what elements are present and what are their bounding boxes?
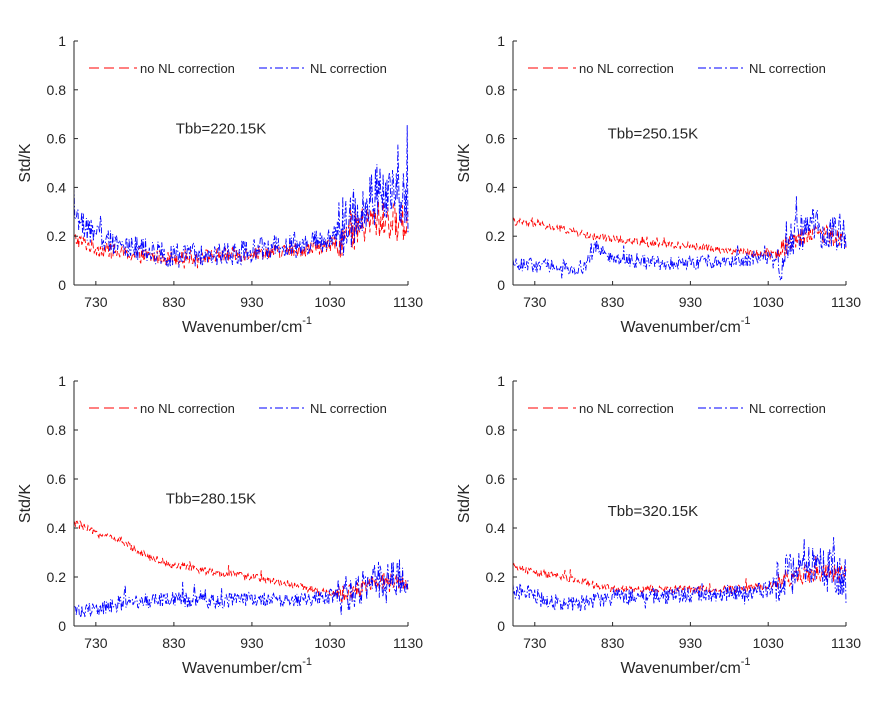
y-tick-label: 0 — [497, 618, 505, 634]
y-tick-label: 1 — [497, 373, 505, 389]
x-tick-label: 1130 — [831, 294, 861, 310]
x-axis-label-superscript: -1 — [302, 315, 312, 327]
x-tick-label: 1130 — [393, 294, 423, 310]
y-tick-label: 0.6 — [47, 471, 67, 487]
x-tick-label: 1030 — [314, 635, 345, 651]
temperature-annotation: Tbb=280.15K — [166, 491, 257, 508]
x-axis-label: Wavenumber/cm-1 — [182, 315, 312, 336]
y-tick-label: 0.6 — [486, 131, 506, 147]
y-tick-label: 0.2 — [47, 569, 67, 585]
x-tick-label: 1030 — [314, 294, 345, 310]
x-axis-label-superscript: -1 — [741, 656, 751, 668]
x-tick-label: 1030 — [753, 294, 784, 310]
legend-label: NL correction — [310, 401, 387, 416]
y-axis-label: Std/K — [456, 484, 473, 523]
series-line-nl-correction — [73, 125, 409, 268]
x-tick-label: 830 — [601, 294, 625, 310]
series-line-no-nl-correction — [73, 519, 409, 603]
legend-label: no NL correction — [579, 401, 674, 416]
x-tick-label: 830 — [162, 635, 186, 651]
y-axis-label: Std/K — [17, 484, 34, 523]
x-tick-label: 930 — [679, 294, 703, 310]
y-axis-label: Std/K — [17, 143, 34, 182]
y-tick-label: 0.2 — [47, 228, 67, 244]
x-axis-label-superscript: -1 — [302, 656, 312, 668]
y-tick-label: 0 — [58, 277, 66, 293]
y-tick-label: 0.4 — [486, 520, 506, 536]
x-tick-label: 1130 — [831, 635, 861, 651]
x-tick-label: 930 — [240, 635, 264, 651]
chart-panel-1: 730 830 930 1030 1130 0 0.2 0.4 0.6 0.8 1 Wavenumbe… — [17, 33, 423, 336]
x-axis-label-superscript: -1 — [741, 315, 751, 327]
x-tick-label: 730 — [84, 294, 108, 310]
legend-label: no NL correction — [140, 401, 235, 416]
x-tick-label: 1030 — [753, 635, 784, 651]
x-axis-label: Wavenumber/cm-1 — [620, 315, 750, 336]
legend-label: no NL correction — [140, 61, 235, 76]
x-tick-label: 730 — [84, 635, 108, 651]
legend-label: no NL correction — [579, 61, 674, 76]
y-tick-label: 0.6 — [486, 471, 506, 487]
x-axis-label: Wavenumber/cm-1 — [620, 656, 750, 677]
y-tick-label: 0.6 — [47, 131, 67, 147]
series-line-no-nl-correction — [512, 555, 847, 595]
x-tick-label: 830 — [601, 635, 625, 651]
x-tick-label: 730 — [523, 294, 547, 310]
legend-label: NL correction — [310, 61, 387, 76]
y-tick-label: 0.4 — [47, 179, 67, 195]
y-tick-label: 0 — [58, 618, 66, 634]
x-tick-label: 1130 — [393, 635, 423, 651]
legend-label: NL correction — [749, 61, 826, 76]
chart-panel-4: 730 830 930 1030 1130 0 0.2 0.4 0.6 0.8 1 Wavenumbe… — [456, 373, 861, 677]
chart-panel-2: 730 830 930 1030 1130 0 0.2 0.4 0.6 0.8 1 Wavenumbe… — [456, 33, 861, 336]
y-tick-label: 0 — [497, 277, 505, 293]
y-axis-label: Std/K — [456, 143, 473, 182]
series-line-no-nl-correction — [512, 217, 847, 260]
y-tick-label: 0.4 — [486, 179, 506, 195]
y-tick-label: 0.8 — [486, 422, 506, 438]
temperature-annotation: Tbb=320.15K — [608, 503, 699, 520]
chart-panel-3: 730 830 930 1030 1130 0 0.2 0.4 0.6 0.8 1 Wavenumbe… — [17, 373, 423, 677]
y-tick-label: 1 — [58, 373, 66, 389]
y-tick-label: 1 — [497, 33, 505, 49]
x-tick-label: 830 — [162, 294, 186, 310]
series-line-nl-correction — [512, 537, 847, 612]
y-tick-label: 0.4 — [47, 520, 67, 536]
legend-label: NL correction — [749, 401, 826, 416]
temperature-annotation: Tbb=220.15K — [176, 121, 267, 138]
series-line-nl-correction — [512, 196, 847, 281]
y-tick-label: 1 — [58, 33, 66, 49]
y-tick-label: 0.8 — [486, 82, 506, 98]
temperature-annotation: Tbb=250.15K — [608, 126, 699, 143]
series-line-nl-correction — [73, 558, 409, 618]
y-tick-label: 0.2 — [486, 228, 506, 244]
y-tick-label: 0.8 — [47, 422, 67, 438]
y-tick-label: 0.8 — [47, 82, 67, 98]
x-axis-label: Wavenumber/cm-1 — [182, 656, 312, 677]
y-tick-label: 0.2 — [486, 569, 506, 585]
x-tick-label: 930 — [679, 635, 703, 651]
x-tick-label: 730 — [523, 635, 547, 651]
x-tick-label: 930 — [240, 294, 264, 310]
